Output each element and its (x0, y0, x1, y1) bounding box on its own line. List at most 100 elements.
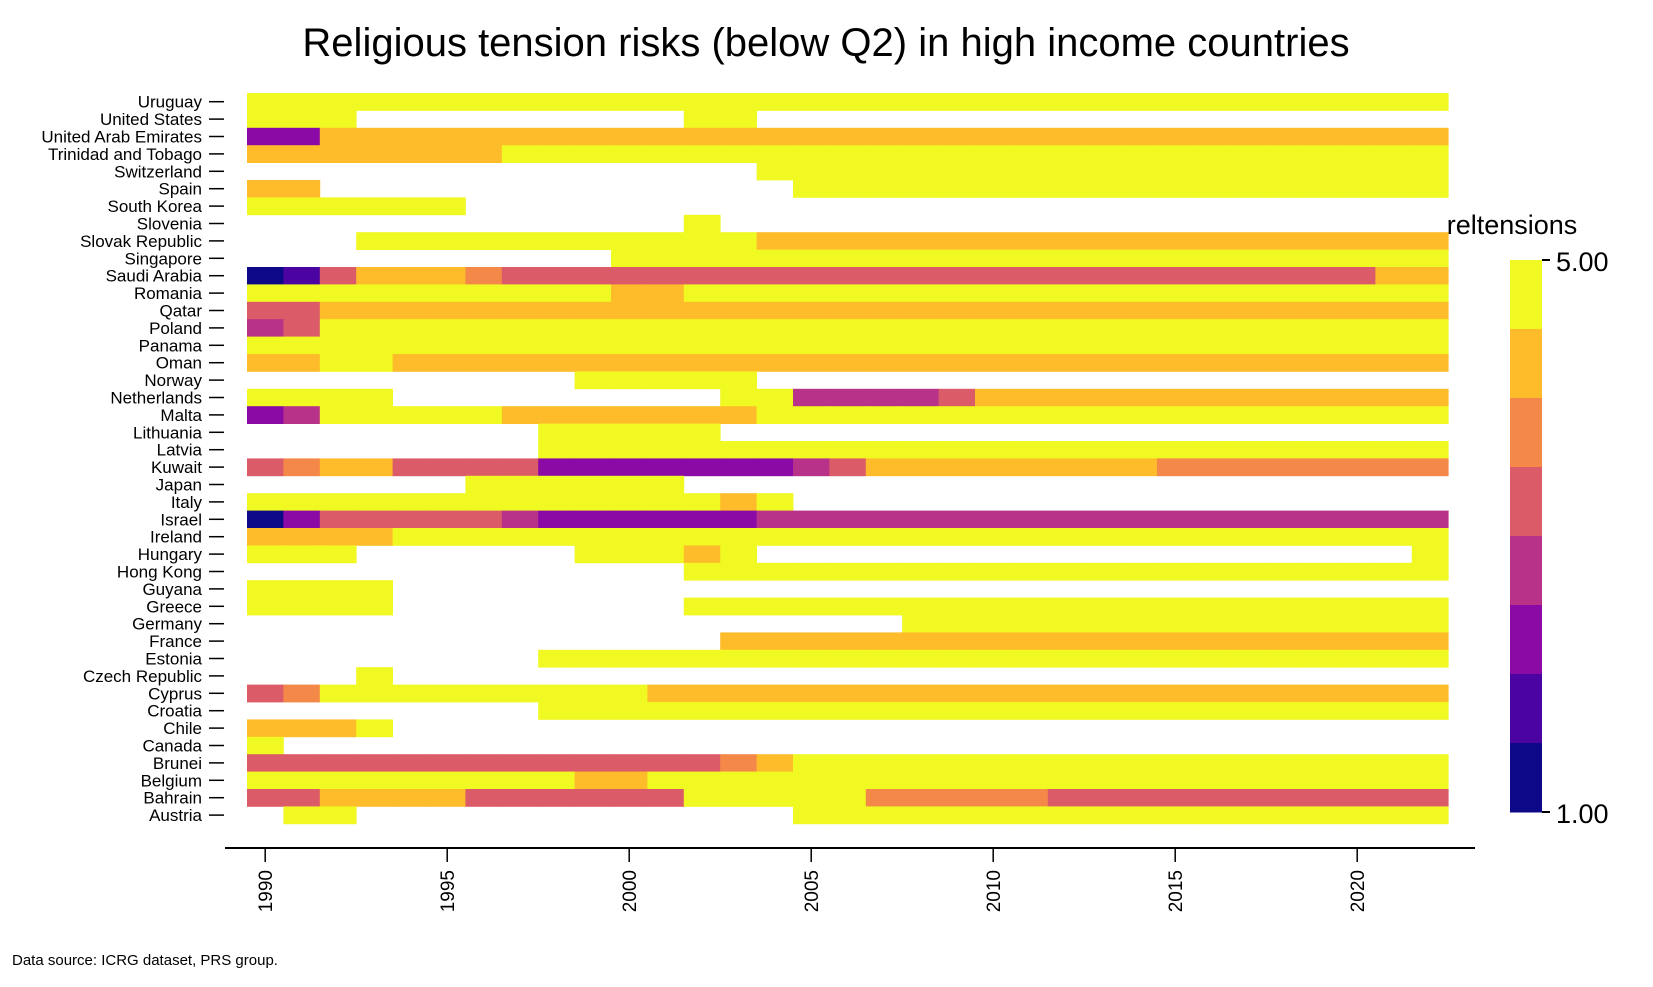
cell-estonia-2019 (1302, 649, 1340, 668)
x-tick-label-1990: 1990 (256, 870, 277, 912)
cell-romania-2014 (1120, 284, 1158, 303)
cell-malta-2013 (1084, 406, 1121, 424)
cell-japan-1999 (574, 475, 612, 494)
cell-united-arab-emirates-1993 (356, 127, 393, 146)
y-label-slovak-republic: Slovak Republic (80, 232, 202, 251)
y-label-japan: Japan (156, 476, 202, 495)
cell-slovak-republic-2009 (938, 232, 976, 250)
cell-qatar-2007 (865, 301, 903, 320)
cell-uruguay-1991 (283, 93, 321, 111)
cell-spain-2014 (1120, 180, 1158, 198)
cell-france-2013 (1084, 632, 1121, 651)
cell-trinidad-and-tobago-2012 (1047, 145, 1085, 163)
cell-bahrain-2018 (1266, 789, 1303, 807)
cell-oman-1992 (319, 354, 357, 372)
cell-brunei-2006 (829, 754, 867, 772)
cell-panama-2019 (1302, 336, 1340, 355)
cell-latvia-2016 (1193, 441, 1231, 459)
y-label-germany: Germany (132, 615, 202, 634)
cell-romania-1998 (538, 284, 575, 303)
cell-brunei-1996 (465, 754, 503, 772)
cell-saudi-arabia-1999 (574, 267, 612, 285)
cell-slovak-republic-1997 (501, 232, 539, 250)
cell-belgium-2009 (938, 771, 976, 790)
cell-italy-2000 (611, 493, 648, 511)
cell-netherlands-2013 (1084, 388, 1121, 407)
cell-malta-2009 (938, 406, 976, 424)
cell-netherlands-2003 (720, 388, 757, 407)
cell-lithuania-1998 (538, 423, 575, 442)
cell-norway-2001 (647, 371, 685, 390)
cell-switzerland-2016 (1193, 162, 1231, 181)
cell-oman-1994 (392, 354, 430, 372)
cell-slovak-republic-2018 (1266, 232, 1303, 250)
cell-united-arab-emirates-2018 (1266, 127, 1303, 146)
y-label-hong-kong: Hong Kong (117, 563, 202, 582)
cell-singapore-2004 (756, 249, 794, 268)
cell-brunei-2015 (1157, 754, 1194, 772)
cell-qatar-2010 (975, 301, 1012, 320)
cell-trinidad-and-tobago-1990 (247, 145, 284, 163)
cell-greece-2003 (720, 597, 757, 616)
cell-cyprus-2012 (1047, 684, 1085, 703)
cell-greece-2014 (1120, 597, 1158, 616)
cell-slovak-republic-2012 (1047, 232, 1085, 250)
cell-slovak-republic-2014 (1120, 232, 1158, 250)
cell-israel-2018 (1266, 510, 1303, 529)
cell-poland-2015 (1157, 319, 1194, 337)
cell-poland-2022 (1411, 319, 1449, 337)
y-label-spain: Spain (159, 180, 202, 199)
cell-switzerland-2006 (829, 162, 867, 181)
cell-uruguay-2015 (1157, 93, 1194, 111)
cell-panama-2018 (1266, 336, 1303, 355)
cell-romania-2008 (902, 284, 939, 303)
cell-latvia-2013 (1084, 441, 1121, 459)
cell-brunei-2020 (1339, 754, 1376, 772)
cell-poland-1998 (538, 319, 575, 337)
cell-spain-2016 (1193, 180, 1231, 198)
cell-malta-2000 (611, 406, 648, 424)
cell-trinidad-and-tobago-2022 (1411, 145, 1449, 163)
cell-panama-1994 (392, 336, 430, 355)
cell-france-2005 (793, 632, 830, 651)
cell-ireland-2016 (1193, 528, 1231, 546)
cell-oman-1996 (465, 354, 503, 372)
cell-brunei-1990 (247, 754, 284, 772)
cell-saudi-arabia-2008 (902, 267, 939, 285)
cell-romania-1994 (392, 284, 430, 303)
cell-brunei-2008 (902, 754, 939, 772)
cell-malta-2014 (1120, 406, 1158, 424)
cell-greece-2008 (902, 597, 939, 616)
cell-saudi-arabia-1996 (465, 267, 503, 285)
cell-belgium-2016 (1193, 771, 1231, 790)
cell-brunei-2013 (1084, 754, 1121, 772)
cell-trinidad-and-tobago-2017 (1229, 145, 1267, 163)
cell-ireland-2006 (829, 528, 867, 546)
cell-slovak-republic-2019 (1302, 232, 1340, 250)
cell-oman-2001 (647, 354, 685, 372)
y-label-italy: Italy (171, 493, 203, 512)
cell-qatar-1997 (501, 301, 539, 320)
cell-france-2004 (756, 632, 794, 651)
cell-france-2014 (1120, 632, 1158, 651)
cell-trinidad-and-tobago-2003 (720, 145, 757, 163)
cell-bahrain-2021 (1375, 789, 1413, 807)
cell-saudi-arabia-1993 (356, 267, 393, 285)
cell-qatar-2002 (683, 301, 721, 320)
cell-kuwait-1995 (429, 458, 466, 477)
cell-lithuania-2002 (683, 423, 721, 442)
cell-romania-1997 (501, 284, 539, 303)
cell-poland-1991 (283, 319, 321, 337)
cell-croatia-2019 (1302, 702, 1340, 720)
cell-hong-kong-2010 (975, 562, 1012, 581)
cell-slovak-republic-2003 (720, 232, 757, 250)
cell-romania-2019 (1302, 284, 1340, 303)
cell-cyprus-2009 (938, 684, 976, 703)
y-label-hungary: Hungary (138, 545, 203, 564)
cell-hong-kong-2014 (1120, 562, 1158, 581)
cell-greece-2016 (1193, 597, 1231, 616)
cell-romania-2005 (793, 284, 830, 303)
cell-united-arab-emirates-1991 (283, 127, 321, 146)
cell-israel-2020 (1339, 510, 1376, 529)
cell-hong-kong-2015 (1157, 562, 1194, 581)
